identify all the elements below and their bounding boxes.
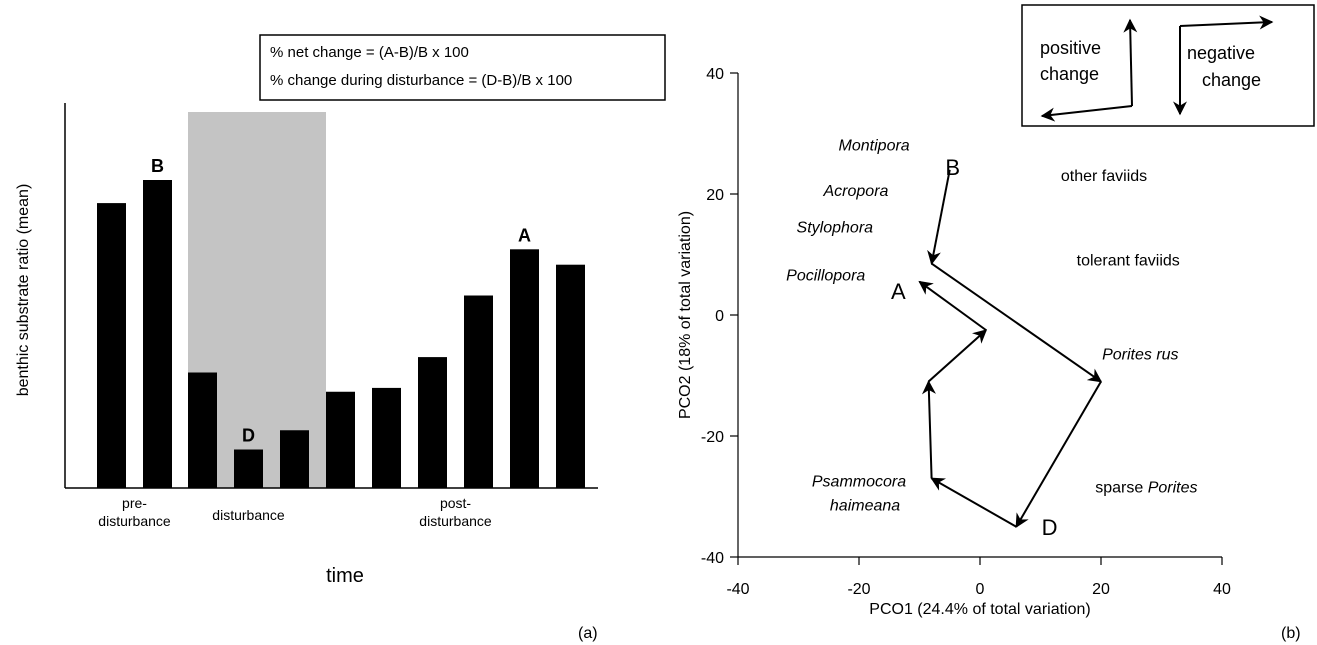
bar-annotation: D [242, 426, 255, 446]
bar [326, 391, 355, 488]
trajectory-arrow [927, 169, 951, 265]
y-tick-label: -40 [701, 550, 724, 567]
trajectory-arrow [930, 477, 1017, 528]
x-tick-label: -20 [847, 581, 870, 598]
bar [556, 264, 585, 488]
x-axis-title: PCO1 (24.4% of total variation) [869, 601, 1090, 618]
phase-label: disturbance [419, 513, 492, 529]
taxon-label: Acropora [823, 183, 889, 200]
trajectory-arrows [918, 169, 1103, 528]
panel-label-a: (a) [578, 625, 598, 642]
y-axis-title: benthic substrate ratio (mean) [15, 184, 32, 397]
phase-label: disturbance [212, 507, 285, 523]
x-tick-label: 20 [1092, 581, 1110, 598]
point-label: D [1042, 515, 1058, 540]
bar-group [97, 180, 585, 488]
bar [234, 449, 263, 488]
positive-change-arrow-up [1123, 18, 1138, 107]
phase-label: disturbance [98, 513, 171, 529]
bar [188, 372, 217, 488]
bar [418, 357, 447, 488]
legend: positive change negative change [1021, 4, 1315, 127]
trajectory-arrow [921, 380, 936, 479]
point-label: A [891, 279, 906, 304]
phase-label: pre- [122, 495, 147, 511]
x-tick-label: 0 [976, 581, 985, 598]
y-tick-label: -20 [701, 429, 724, 446]
taxon-label: other faviids [1061, 168, 1147, 185]
taxon-label: haimeana [830, 498, 900, 515]
legend-negative-line-2: change [1202, 70, 1261, 90]
bar [143, 180, 172, 488]
bar-annotation: B [151, 156, 164, 176]
trajectory-arrow [927, 329, 988, 383]
bar [464, 295, 493, 488]
legend-positive-line-1: positive [1040, 38, 1101, 58]
panel-label-b: (b) [1281, 625, 1301, 642]
y-tick-label: 40 [706, 66, 724, 83]
y-tick-label: 20 [706, 187, 724, 204]
taxon-label: Stylophora [797, 219, 874, 236]
bar [280, 430, 309, 488]
formula-line-1: % net change = (A-B)/B x 100 [270, 44, 469, 61]
taxon-label: tolerant faviids [1077, 253, 1180, 270]
legend-negative-line-1: negative [1187, 43, 1255, 63]
taxon-label: Psammocora [812, 473, 906, 490]
trajectory-arrow [918, 280, 987, 331]
panel-a-bar-chart: pre-disturbance disturbance post-disturban… [15, 34, 666, 642]
phase-label: post- [440, 495, 471, 511]
bar [510, 249, 539, 488]
point-label: B [945, 155, 960, 180]
x-axis-title: time [326, 565, 364, 587]
trajectory-arrow [931, 262, 1103, 383]
axis-ticks: -40 -20 0 20 40 -40 -20 0 20 40 [701, 66, 1231, 598]
taxa-labels: Montipora Acropora Stylophora Pocillopora ot… [786, 138, 1197, 515]
taxon-label: Montipora [839, 138, 910, 155]
taxon-label: sparse Porites [1095, 479, 1197, 496]
positive-change-arrow-left [1040, 105, 1133, 122]
y-axis-title: PCO2 (18% of total variation) [677, 211, 694, 419]
x-tick-label: 40 [1213, 581, 1231, 598]
bar [97, 203, 126, 488]
x-tick-label: -40 [726, 581, 749, 598]
negative-change-arrow-right [1179, 15, 1274, 30]
bar [372, 387, 401, 488]
y-tick-label: 0 [715, 308, 724, 325]
phase-labels: pre-disturbance disturbance post-disturban… [98, 495, 492, 529]
taxon-label: Porites rus [1102, 346, 1178, 363]
panel-b-ordination-plot: -40 -20 0 20 40 -40 -20 0 20 40 Montipora Acropora… [677, 4, 1315, 642]
trajectory-arrow [1015, 381, 1102, 528]
bar-annotation: A [518, 225, 531, 245]
formula-line-2: % change during disturbance = (D-B)/B x … [270, 72, 572, 89]
point-labels: B A D [891, 155, 1058, 540]
taxon-label: Pocillopora [786, 268, 865, 285]
legend-positive-line-2: change [1040, 64, 1099, 84]
bar-annotations: B D A [151, 156, 531, 446]
formula-box [259, 34, 666, 101]
